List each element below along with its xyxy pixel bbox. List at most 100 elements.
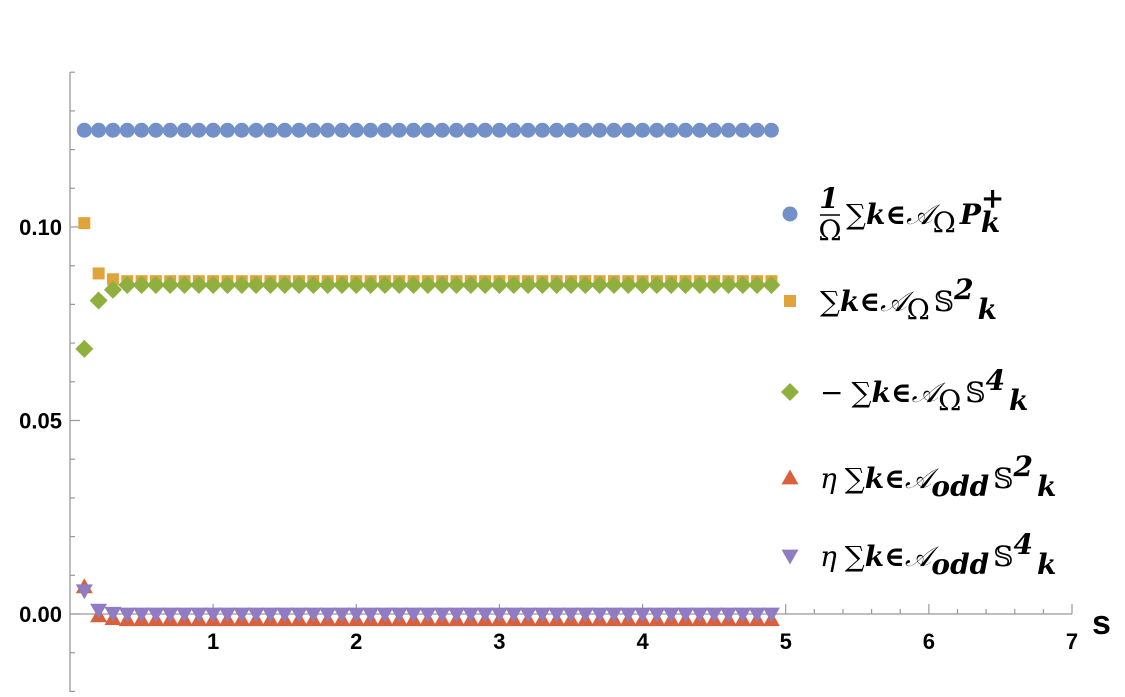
legend-symbol: 𝕊: [965, 376, 985, 409]
data-point: [649, 122, 665, 138]
legend-subscript: k: [981, 206, 1000, 239]
data-point: [291, 122, 307, 138]
data-point: [692, 122, 708, 138]
data-point: [262, 122, 278, 138]
data-point: [648, 607, 666, 623]
data-point: [461, 276, 480, 295]
data-point: [189, 276, 208, 295]
data-point: [147, 607, 165, 623]
data-point: [376, 607, 394, 623]
data-point: [148, 122, 164, 138]
legend-marker: [784, 295, 796, 307]
data-point: [433, 607, 451, 623]
data-point: [719, 276, 738, 295]
data-point: [476, 276, 495, 295]
data-point: [176, 607, 194, 623]
data-point: [104, 606, 122, 622]
data-point: [720, 122, 736, 138]
data-point: [447, 607, 465, 623]
data-point: [504, 276, 523, 295]
data-point: [448, 122, 464, 138]
data-point: [334, 122, 350, 138]
y-tick-label: 0.10: [19, 215, 62, 240]
data-point: [706, 122, 722, 138]
data-point: [305, 122, 321, 138]
data-point: [548, 607, 566, 623]
data-point: [490, 607, 508, 623]
legend-superscript: 2: [953, 273, 973, 306]
data-point: [663, 122, 679, 138]
data-point: [146, 276, 165, 295]
data-point: [576, 607, 594, 623]
data-point: [103, 280, 122, 299]
data-point: [477, 122, 493, 138]
data-point: [676, 276, 695, 295]
data-point: [390, 276, 409, 295]
legend-subscript: k: [1037, 470, 1056, 503]
legend-set-subscript: Ω: [907, 293, 930, 326]
legend-superscript: 2: [1013, 450, 1033, 483]
data-point: [204, 607, 222, 623]
data-point: [463, 122, 479, 138]
legend-sum-symbol: ∑: [846, 198, 866, 231]
x-tick-label: 5: [780, 629, 792, 654]
data-point: [491, 122, 507, 138]
legend-marker: [781, 469, 799, 485]
legend-symbol: 𝕊: [993, 462, 1013, 495]
data-point: [106, 273, 119, 286]
data-point: [719, 607, 737, 623]
data-point: [205, 122, 221, 138]
legend-sum-symbol: ∑: [845, 540, 865, 573]
data-point: [247, 607, 265, 623]
data-point: [734, 607, 752, 623]
data-point: [190, 607, 208, 623]
data-point: [191, 122, 207, 138]
data-point: [290, 607, 308, 623]
data-point: [634, 607, 652, 623]
legend-prefix: η: [820, 462, 837, 495]
legend-superscript: 4: [986, 364, 1005, 397]
legend-fraction-numerator: 1: [819, 182, 838, 215]
data-point: [447, 276, 466, 295]
x-tick-label: 7: [1066, 629, 1078, 654]
data-point: [619, 607, 637, 623]
data-point: [78, 217, 91, 230]
legend-subscript: k: [1037, 548, 1056, 581]
legend-set-subscript: Ω: [938, 384, 961, 417]
legend-superscript: 4: [1014, 528, 1033, 561]
series-1: [76, 122, 779, 138]
legend-index: k∈: [871, 376, 911, 409]
data-point: [275, 276, 294, 295]
legend-sum-symbol: ∑: [820, 285, 840, 318]
legend-set-subscript: odd: [931, 470, 989, 503]
data-point: [534, 122, 550, 138]
legend-index: k∈: [840, 285, 880, 318]
data-point: [606, 122, 622, 138]
data-point: [635, 122, 651, 138]
series-4: [75, 578, 780, 627]
data-point: [90, 603, 108, 619]
data-point: [677, 607, 695, 623]
data-point: [175, 276, 194, 295]
data-point: [519, 276, 538, 295]
x-tick-label: 2: [350, 629, 362, 654]
data-point: [647, 276, 666, 295]
data-point: [563, 122, 579, 138]
data-point: [119, 122, 135, 138]
data-point: [320, 122, 336, 138]
data-point: [619, 276, 638, 295]
data-point: [705, 276, 724, 295]
legend-sum-symbol: ∑: [851, 376, 871, 409]
data-point: [332, 276, 351, 295]
data-point: [762, 276, 781, 295]
legend-symbol: 𝕊: [993, 540, 1013, 573]
data-point: [490, 276, 509, 295]
legend-entry-1: 1Ω ∑ k∈ 𝒜 Ω P +k: [782, 182, 1004, 247]
data-point: [261, 276, 280, 295]
legend-prefix: η: [820, 540, 837, 573]
data-point: [261, 607, 279, 623]
data-point: [319, 607, 337, 623]
